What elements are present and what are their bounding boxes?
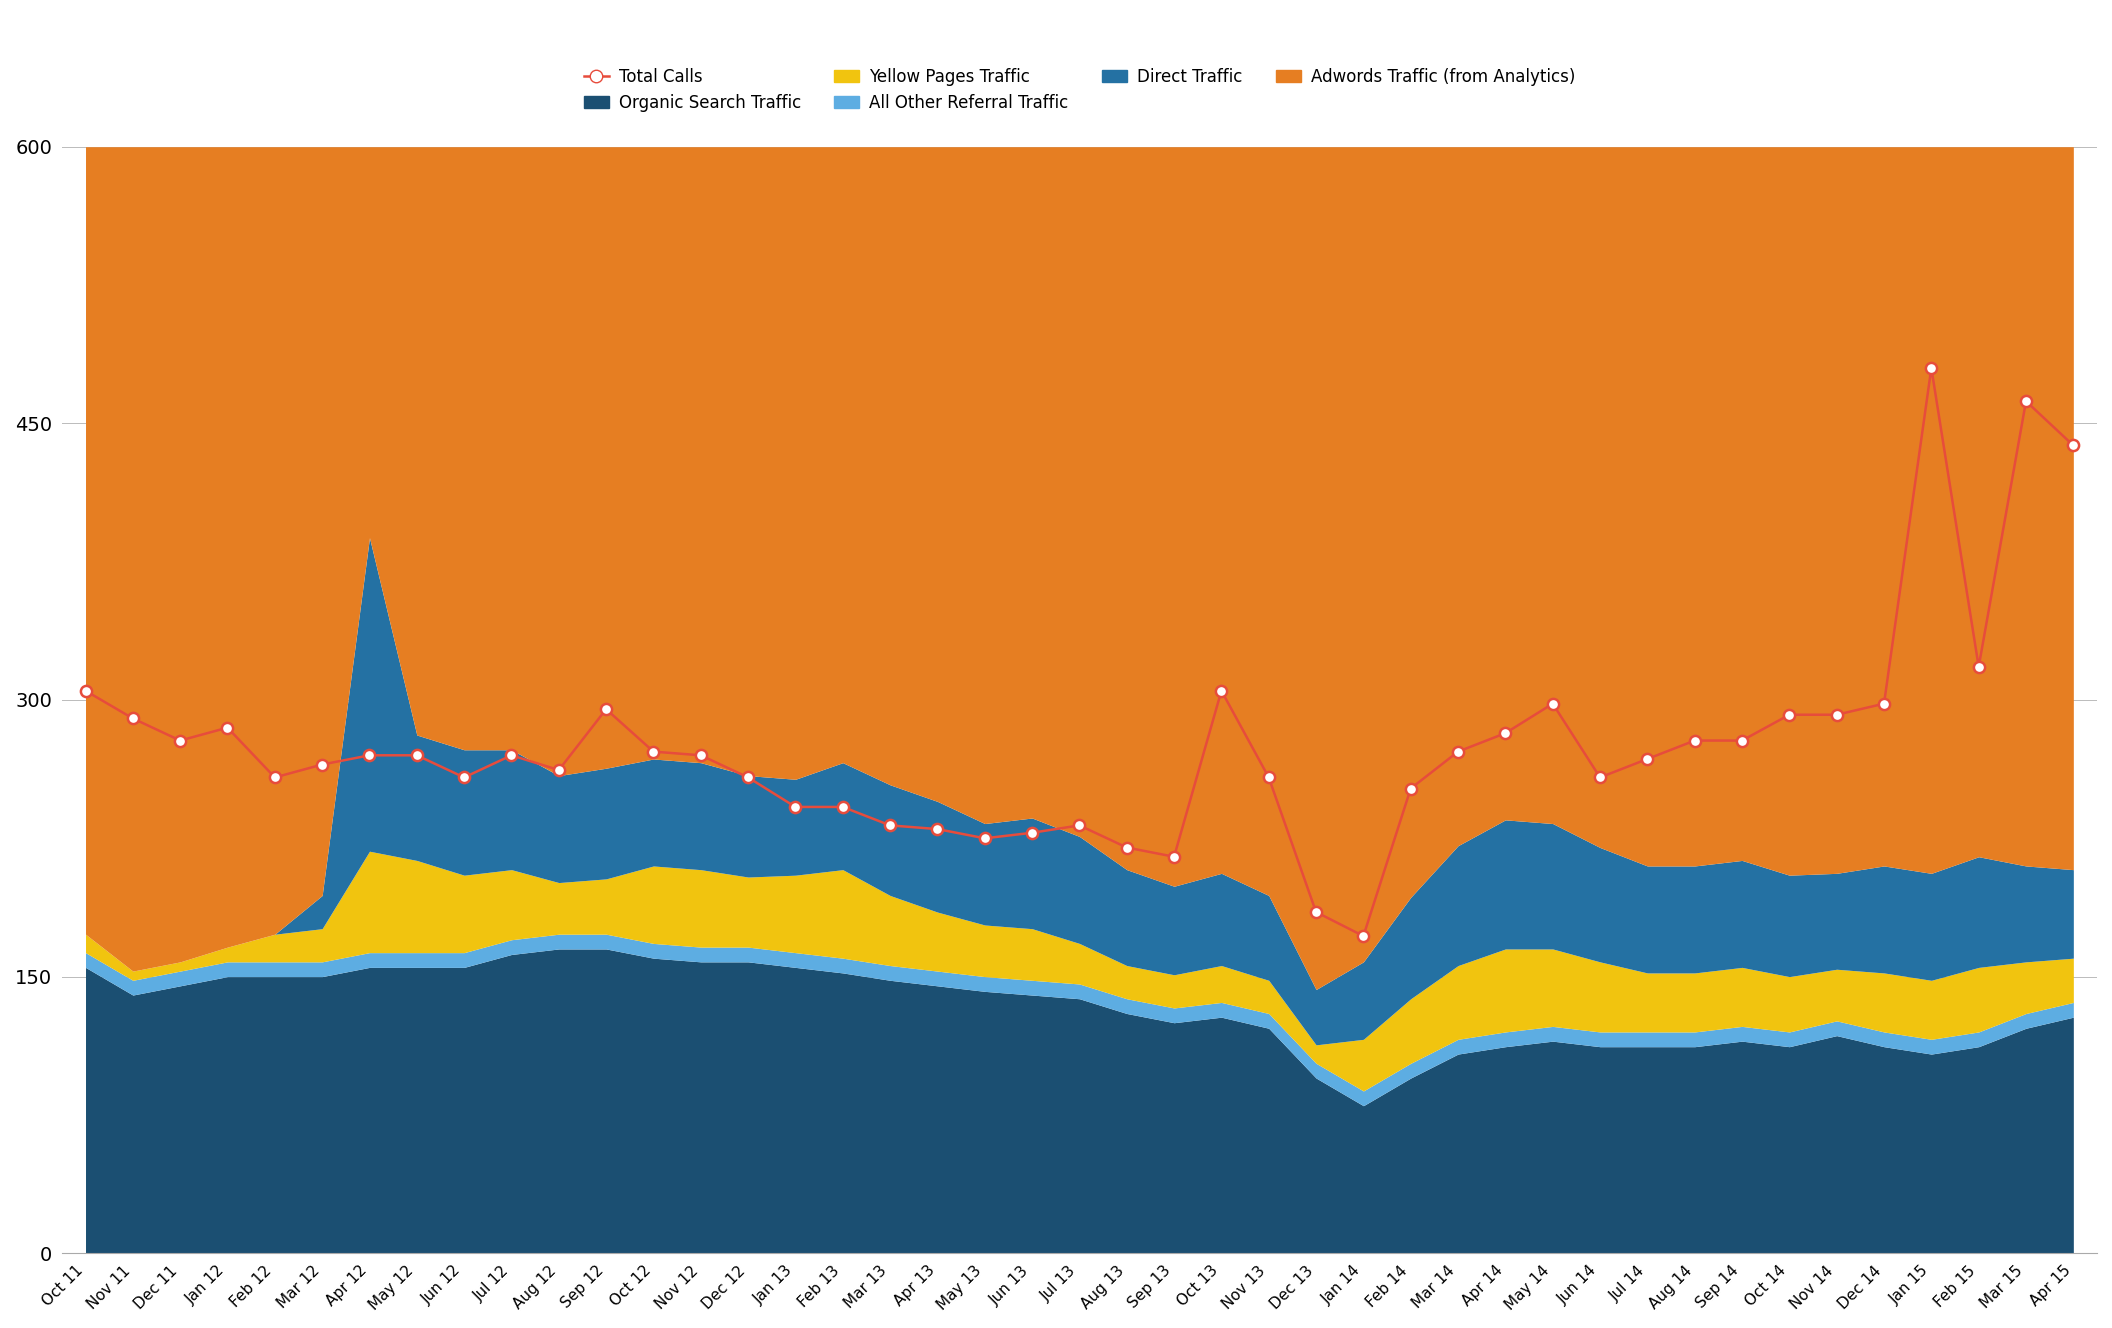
Point	[116, 708, 150, 729]
Point	[1772, 704, 1806, 725]
Point	[1535, 693, 1569, 714]
Point	[1726, 730, 1759, 752]
Point	[826, 797, 860, 818]
Point	[1821, 704, 1854, 725]
Point	[494, 745, 528, 766]
Point	[1584, 766, 1618, 788]
Point	[1677, 730, 1711, 752]
Point	[1962, 656, 1996, 677]
Point	[636, 741, 670, 762]
Point	[779, 797, 813, 818]
Point	[1440, 741, 1474, 762]
Point	[1489, 722, 1523, 744]
Point	[211, 717, 245, 738]
Legend: Total Calls, Organic Search Traffic, Yellow Pages Traffic, All Other Referral Tr: Total Calls, Organic Search Traffic, Yel…	[577, 61, 1582, 118]
Point	[921, 818, 955, 839]
Point	[258, 766, 291, 788]
Point	[1913, 357, 1947, 378]
Point	[1299, 902, 1333, 923]
Point	[68, 680, 101, 701]
Point	[353, 745, 386, 766]
Point	[1252, 766, 1286, 788]
Point	[1630, 749, 1664, 770]
Point	[1062, 815, 1096, 837]
Point	[2009, 390, 2042, 412]
Point	[1016, 822, 1050, 843]
Point	[1347, 926, 1381, 947]
Point	[1157, 846, 1191, 867]
Point	[1111, 837, 1145, 858]
Point	[1867, 693, 1901, 714]
Point	[1394, 778, 1428, 799]
Point	[399, 745, 433, 766]
Point	[967, 827, 1001, 849]
Point	[731, 766, 765, 788]
Point	[872, 815, 906, 837]
Point	[448, 766, 482, 788]
Point	[306, 754, 340, 776]
Point	[1204, 680, 1238, 701]
Point	[163, 730, 196, 752]
Point	[589, 699, 623, 720]
Point	[2057, 434, 2091, 456]
Point	[684, 745, 718, 766]
Point	[543, 760, 577, 781]
